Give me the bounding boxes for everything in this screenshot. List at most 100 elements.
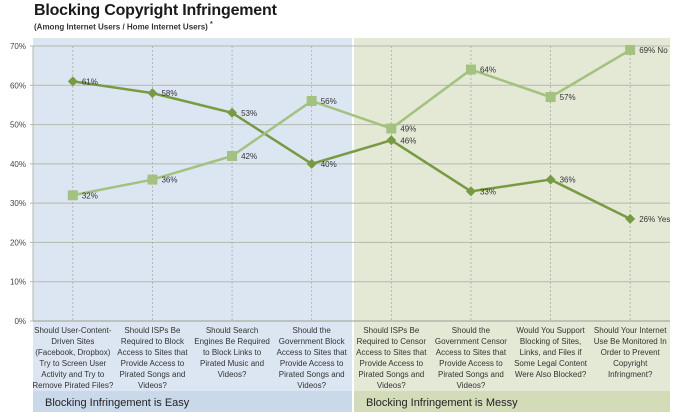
y-tick-label: 10% <box>10 278 26 287</box>
category-label-line: Try to Screen User <box>39 359 106 368</box>
category-label-line: Use Be Monitored In <box>594 337 667 346</box>
data-label-no: 49% <box>400 125 416 134</box>
y-tick-label: 40% <box>10 160 26 169</box>
category-label-line: Should the <box>452 326 491 335</box>
subtitle-footnote-mark: * <box>210 21 213 28</box>
subtitle-text: (Among Internet Users / Home Internet Us… <box>34 22 208 32</box>
category-label-line: Provide Access to <box>439 359 503 368</box>
series <box>67 44 636 224</box>
category-label: Should User-Content- Driven Sites (Faceboo… <box>32 326 113 390</box>
y-tick-label: 70% <box>10 42 26 51</box>
category-label-line: Links, and Files if <box>520 348 583 357</box>
data-label-yes: 46% <box>400 136 416 145</box>
data-label-yes: 40% <box>321 160 337 169</box>
group-band-messy <box>354 391 670 412</box>
category-label: Should the Government Censor Access to Sit… <box>435 326 507 390</box>
category-label-line: Blocking of Sites, <box>520 337 581 346</box>
marker-yes <box>227 107 238 118</box>
category-label-line: Should User-Content- <box>34 326 112 335</box>
series-line-yes <box>72 80 631 220</box>
data-label-yes: 36% <box>560 176 576 185</box>
data-label-yes: 33% <box>480 187 496 196</box>
category-label-line: Required to Censor <box>357 337 427 346</box>
category-label: Should the Government Block Access to Site… <box>277 326 348 390</box>
easy-section-bg <box>33 38 352 391</box>
category-label-line: Videos? <box>218 370 247 379</box>
x-axis-categories: Should User-Content- Driven Sites (Faceboo… <box>32 326 667 390</box>
section-divider <box>352 38 354 412</box>
category-label-line: Videos? <box>138 381 167 390</box>
data-label-no: 56% <box>321 97 337 106</box>
category-label-line: Pirated Songs and <box>358 370 424 379</box>
category-label-line: Required to Block <box>121 337 185 346</box>
category-label-line: Should ISPs Be <box>124 326 181 335</box>
data-label-yes: 53% <box>241 109 257 118</box>
category-label-line: Should Search <box>206 326 258 335</box>
marker-yes <box>147 88 158 99</box>
y-tick-label: 50% <box>10 121 26 130</box>
category-label-line: to Block Links to <box>203 348 262 357</box>
category-label-line: Copyright <box>613 359 648 368</box>
y-tick-label: 20% <box>10 238 26 247</box>
marker-no <box>545 92 556 103</box>
category-label: Would You Support Blocking of Sites, Links… <box>514 326 588 379</box>
marker-yes <box>67 76 78 87</box>
marker-yes <box>306 158 317 169</box>
group-band-easy <box>33 391 352 412</box>
category-label-line: Government Censor <box>435 337 507 346</box>
marker-no <box>386 123 397 134</box>
data-label-yes: 61% <box>82 77 98 86</box>
category-label-line: Remove Pirated Files? <box>32 381 113 390</box>
category-label-line: Provide Access to <box>121 359 185 368</box>
category-label-line: Provide Access to <box>280 359 344 368</box>
category-label-line: Access to Sites that <box>277 348 348 357</box>
category-label-line: Order to Prevent <box>601 348 661 357</box>
data-label-no: 32% <box>82 191 98 200</box>
category-label-line: Should ISPs Be <box>363 326 420 335</box>
data-labels: 61% 58% 53% 40% 46% 33% 36% 26% Yes 32% 36% 42% 56%… <box>82 46 671 224</box>
y-tick-label: 0% <box>14 317 26 326</box>
category-label-line: Would You Support <box>516 326 585 335</box>
data-label-no: 42% <box>241 152 257 161</box>
category-label-line: (Facebook, Dropbox) <box>35 348 110 357</box>
category-label-line: Activity and Try to <box>41 370 105 379</box>
category-label-line: Pirated Songs and <box>438 370 504 379</box>
category-label-line: Access to Sites that <box>436 348 507 357</box>
group-band-label: Blocking Infringement is Messy <box>366 397 518 409</box>
chart-subtitle: (Among Internet Users / Home Internet Us… <box>34 21 213 32</box>
marker-no <box>67 190 78 201</box>
marker-yes <box>465 186 476 197</box>
y-axis: 0% 10% 20% 30% 40% 50% 60% 70% <box>10 42 34 326</box>
data-label-no: 69% No <box>639 46 668 55</box>
marker-yes <box>386 135 397 146</box>
category-label-line: Driven Sites <box>51 337 94 346</box>
category-label-line: Should the <box>293 326 332 335</box>
marker-no <box>625 44 636 55</box>
category-label-line: Provide Access to <box>360 359 424 368</box>
category-label-line: Were Also Blocked? <box>515 370 587 379</box>
marker-no <box>465 64 476 75</box>
chart-title: Blocking Copyright Infringement <box>34 2 277 19</box>
data-label-no: 64% <box>480 66 496 75</box>
gridlines <box>30 45 670 322</box>
messy-section-bg <box>354 38 670 391</box>
category-label-line: Videos? <box>377 381 406 390</box>
category-label-line: Videos? <box>457 381 486 390</box>
category-label-line: Engines Be Required <box>194 337 270 346</box>
category-label: Should ISPs Be Required to Censor Access t… <box>356 326 427 390</box>
category-label-line: Infringment? <box>608 370 653 379</box>
category-label-line: Access to Sites that <box>356 348 427 357</box>
marker-no <box>147 174 158 185</box>
category-label-line: Should Your Internet <box>594 326 667 335</box>
data-label-yes: 58% <box>161 89 177 98</box>
category-label: Should ISPs Be Required to Block Access to… <box>117 326 188 390</box>
category-label: Should Search Engines Be Required to Block… <box>194 326 270 379</box>
category-label-line: Pirated Songs and <box>279 370 345 379</box>
category-label-line: Pirated Music and <box>200 359 264 368</box>
data-label-yes: 26% Yes <box>639 215 670 224</box>
group-band-label: Blocking Infringement is Easy <box>45 397 190 409</box>
category-label: Should Your Internet Use Be Monitored In O… <box>594 326 667 379</box>
marker-yes <box>545 174 556 185</box>
category-label-line: Government Block <box>279 337 346 346</box>
